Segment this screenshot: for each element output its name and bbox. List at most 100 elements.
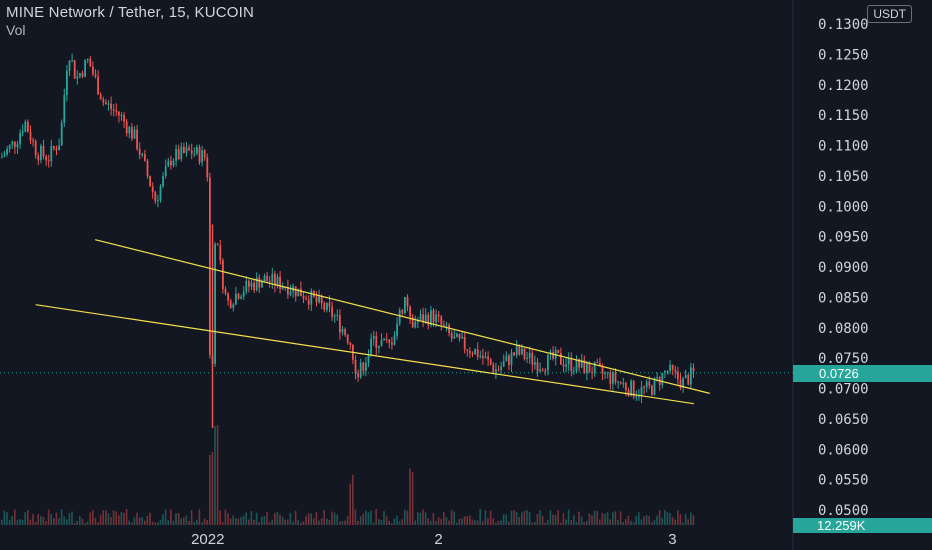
candle-body [289, 291, 292, 295]
volume-bar [305, 516, 307, 525]
candle-body [21, 131, 24, 134]
volume-bar [125, 509, 128, 525]
volume-bar [346, 516, 349, 525]
candle-body [271, 273, 274, 283]
volume-indicator-label[interactable]: Vol [6, 22, 26, 38]
candle-body [339, 315, 341, 333]
candle-body [565, 364, 567, 367]
volume-bar [102, 510, 104, 525]
volume-bar [653, 520, 656, 525]
candle-body [177, 149, 180, 160]
volume-bar [562, 513, 565, 525]
volume-bar [318, 520, 320, 525]
volume-bar [565, 519, 567, 525]
volume-bar [45, 521, 47, 525]
candle-body [461, 336, 463, 339]
candle-body [661, 372, 664, 385]
candle-body [560, 353, 562, 365]
candle-body [263, 275, 266, 282]
candle-body [682, 378, 684, 388]
volume-bar [489, 510, 492, 525]
candle-body [508, 355, 510, 366]
volume-bar [86, 521, 89, 525]
candle-body [224, 289, 227, 294]
candle-body [107, 103, 110, 105]
volume-bar [271, 519, 273, 525]
candle-body [380, 340, 383, 346]
volume-bar [588, 513, 591, 525]
candle-body [318, 296, 320, 303]
volume-bar [136, 512, 138, 525]
volume-bar [336, 514, 338, 525]
candle-body [136, 129, 138, 150]
volume-bar [313, 518, 315, 525]
volume-bar [128, 520, 130, 525]
candle-body [583, 359, 586, 374]
volume-bar [248, 519, 250, 525]
volume-bar [281, 516, 284, 525]
candle-body [606, 372, 609, 374]
candle-body [398, 310, 401, 324]
volume-bar [180, 518, 182, 525]
price-axis[interactable]: 0.1300 0.1250 0.1200 0.1150 0.1100 0.1050 0.10… [818, 17, 869, 519]
volume-bar [547, 520, 549, 525]
volume-bar [214, 426, 216, 525]
volume-bar [341, 520, 344, 525]
volume-bar [612, 512, 614, 525]
volume-bar [203, 518, 206, 525]
candle-body [76, 76, 79, 79]
volume-bar [378, 519, 380, 525]
candle-body [102, 99, 105, 103]
volume-bar [424, 512, 427, 525]
volume-bar [658, 509, 661, 525]
candle-body [570, 357, 573, 371]
currency-button[interactable]: USDT [867, 5, 912, 23]
candle-body [123, 115, 125, 122]
volume-bar [94, 517, 97, 525]
candle-body [453, 336, 456, 339]
volume-bar [411, 472, 414, 525]
candle-body [245, 280, 248, 292]
candle-body [115, 110, 118, 112]
candle-body [190, 150, 193, 154]
volume-bar [635, 515, 637, 525]
volume-bar [690, 512, 692, 525]
volume-bar [521, 512, 523, 525]
volume-bar [253, 519, 255, 525]
volume-bar [656, 515, 658, 525]
candle-body [235, 293, 237, 305]
candle-body [92, 66, 94, 75]
candle-body [185, 147, 188, 153]
candle-body [45, 156, 47, 161]
volume-bar [591, 515, 593, 525]
volume-bar [453, 511, 455, 525]
candle-body [112, 109, 115, 111]
candle-body [648, 381, 651, 386]
candle-body [307, 299, 310, 305]
volume-bar [632, 522, 635, 525]
candle-body [29, 131, 32, 141]
time-axis[interactable]: 2022 2 3 [191, 531, 677, 548]
symbol-title[interactable]: MINE Network / Tether, 15, KUCOIN [6, 4, 255, 21]
trendlines[interactable] [35, 239, 710, 405]
candle-body [674, 369, 677, 372]
candle-body [495, 369, 497, 373]
candle-body [692, 367, 695, 372]
candle-body [146, 160, 149, 176]
candle-body [388, 339, 391, 343]
candle-body [479, 355, 482, 357]
volume-bar [502, 514, 505, 525]
volume-bar [617, 519, 619, 525]
volume-bar [11, 516, 13, 525]
price-tick-label: 0.1050 [818, 169, 869, 185]
volume-bar [664, 510, 666, 525]
candle-body [552, 352, 554, 359]
volume-bar [674, 519, 676, 525]
candle-body [684, 375, 687, 379]
volume-bar [138, 517, 141, 525]
volume-bar [448, 520, 450, 525]
volume-bar [292, 521, 294, 525]
candle-body [586, 362, 588, 374]
volume-bar [669, 512, 671, 525]
